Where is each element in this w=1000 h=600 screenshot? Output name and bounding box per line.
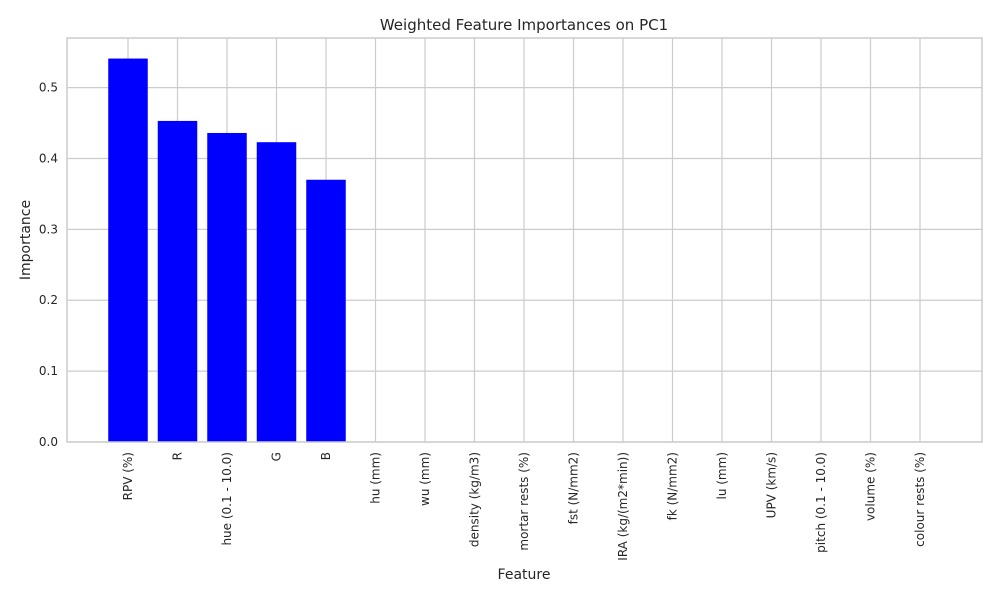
x-tick-label: mortar rests (%) (517, 452, 531, 551)
x-tick-label: RPV (%) (121, 452, 135, 500)
x-tick-label: colour rests (%) (913, 452, 927, 547)
x-tick-label: volume (%) (864, 452, 878, 521)
bars (108, 58, 346, 443)
x-tick-label: fk (N/mm2) (666, 452, 680, 520)
y-tick-labels: 0.0 0.1 0.2 0.3 0.4 0.5 (39, 81, 58, 449)
y-tick-label: 0.5 (39, 81, 58, 95)
chart-title: Weighted Feature Importances on PC1 (380, 16, 668, 34)
y-tick-label: 0.1 (39, 364, 58, 378)
x-tick-label: G (270, 452, 284, 461)
x-tick-label: density (kg/m3) (468, 452, 482, 547)
grid (67, 38, 982, 443)
y-axis-title: Importance (18, 200, 34, 280)
x-tick-label: pitch (0.1 - 10.0) (814, 452, 828, 553)
y-tick-label: 0.4 (39, 151, 58, 165)
x-axis-title: Feature (498, 567, 551, 583)
x-tick-label: hu (mm) (369, 452, 383, 504)
x-tick-label: UPV (km/s) (765, 452, 779, 518)
bar (256, 142, 297, 443)
y-tick-label: 0.2 (39, 293, 58, 307)
y-tick-label: 0.3 (39, 222, 58, 236)
x-tick-label: R (171, 452, 185, 460)
y-tick-label: 0.0 (39, 435, 58, 449)
bar (306, 179, 346, 442)
x-tick-label: B (319, 452, 333, 460)
x-tick-label: wu (mm) (418, 452, 432, 506)
bar (157, 120, 198, 442)
x-tick-label: hue (0.1 - 10.0) (220, 452, 234, 546)
x-tick-label: lu (mm) (715, 452, 729, 500)
x-tick-label: IRA (kg/(m2*min)) (616, 452, 630, 561)
plot-frame (66, 37, 983, 443)
bar (108, 58, 148, 443)
bar (207, 132, 247, 442)
x-tick-label: fst (N/mm2) (567, 452, 581, 524)
